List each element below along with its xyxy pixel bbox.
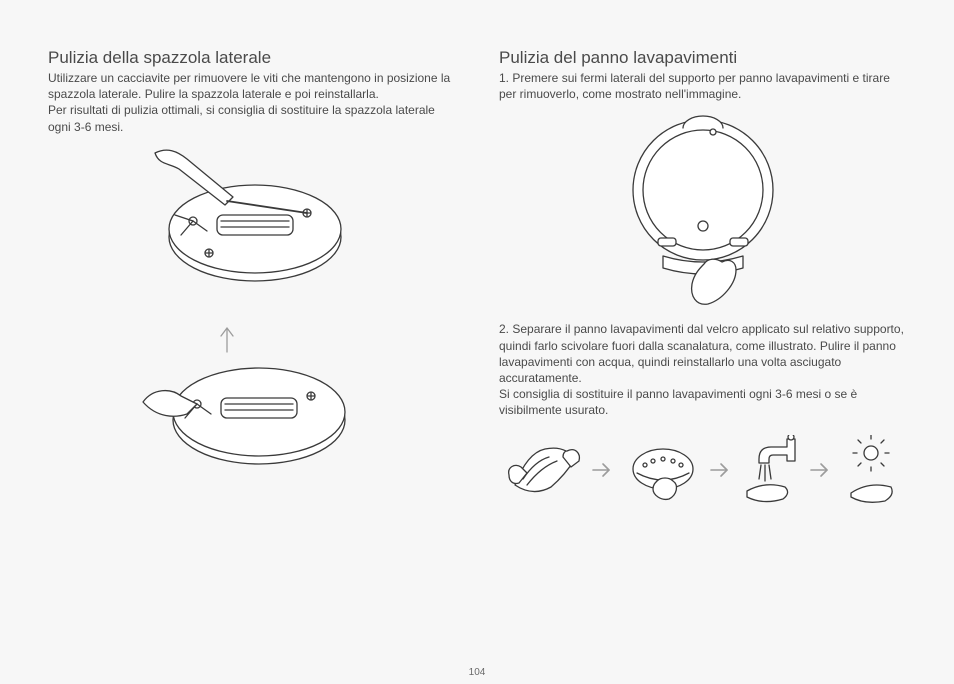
mop-pad-slide-out-icon (623, 435, 701, 505)
arrow-right-icon (709, 460, 733, 480)
side-brush-remove-icon (137, 145, 367, 295)
side-brush-install-icon (137, 318, 367, 478)
figure-mop-holder-remove (499, 108, 906, 313)
page-number: 104 (0, 667, 954, 678)
arrow-right-icon (591, 460, 615, 480)
figure-side-brush-remove (48, 145, 455, 300)
right-column: Pulizia del panno lavapavimenti 1. Preme… (499, 48, 906, 656)
arrow-right-icon (809, 460, 833, 480)
figure-mop-sequence (499, 435, 906, 505)
mop-cloth-step1: 1. Premere sui fermi laterali del suppor… (499, 70, 906, 102)
mop-cloth-step2: 2. Separare il panno lavapavimenti dal v… (499, 321, 906, 418)
side-brush-heading: Pulizia della spazzola laterale (48, 48, 455, 68)
mop-holder-remove-icon (608, 108, 798, 308)
mop-cloth-heading: Pulizia del panno lavapavimenti (499, 48, 906, 68)
figure-side-brush-install (48, 318, 455, 483)
mop-pad-detach-icon (505, 435, 583, 505)
faucet-rinse-icon (741, 435, 801, 505)
sun-dry-icon (841, 435, 901, 505)
left-column: Pulizia della spazzola laterale Utilizza… (48, 48, 455, 656)
side-brush-paragraph: Utilizzare un cacciavite per rimuovere l… (48, 70, 455, 135)
